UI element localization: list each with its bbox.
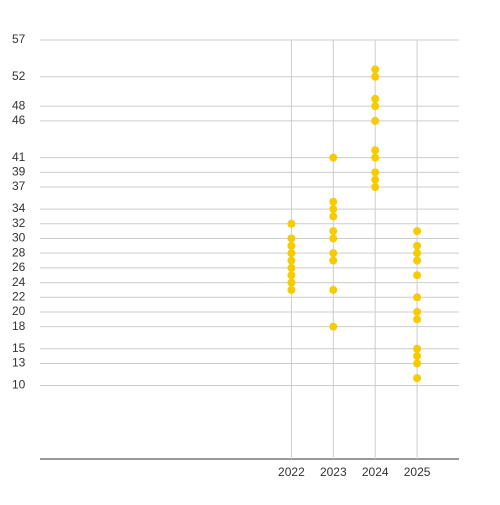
x-tick-label: 2025 — [404, 465, 431, 479]
point — [287, 285, 296, 294]
point — [329, 256, 338, 265]
y-tick-label: 37 — [12, 179, 26, 193]
point — [371, 168, 380, 177]
x-tick-label: 2024 — [362, 465, 389, 479]
point — [329, 234, 338, 243]
point — [413, 359, 422, 368]
point — [287, 249, 296, 258]
point — [413, 315, 422, 324]
point — [413, 241, 422, 250]
point — [329, 153, 338, 162]
point — [287, 241, 296, 250]
point — [413, 293, 422, 302]
y-tick-label: 18 — [12, 319, 26, 333]
y-tick-label: 22 — [12, 289, 26, 303]
point — [371, 94, 380, 103]
point — [371, 102, 380, 111]
point — [413, 249, 422, 258]
point — [287, 219, 296, 228]
x-tick-label: 2023 — [320, 465, 347, 479]
y-tick-label: 24 — [12, 275, 26, 289]
point — [287, 278, 296, 287]
point — [329, 322, 338, 331]
y-tick-label: 32 — [12, 216, 26, 230]
y-tick-label: 57 — [12, 32, 26, 46]
point — [413, 256, 422, 265]
point — [413, 374, 422, 383]
point — [413, 227, 422, 236]
y-tick-label: 48 — [12, 98, 26, 112]
y-tick-label: 46 — [12, 113, 26, 127]
y-tick-label: 52 — [12, 69, 26, 83]
y-tick-label: 20 — [12, 304, 26, 318]
point — [287, 271, 296, 280]
point — [371, 116, 380, 125]
point — [329, 205, 338, 214]
point — [413, 271, 422, 280]
point — [413, 352, 422, 361]
y-tick-label: 10 — [12, 378, 26, 392]
point — [371, 183, 380, 192]
point — [329, 249, 338, 258]
y-tick-label: 26 — [12, 260, 26, 274]
y-tick-label: 30 — [12, 231, 26, 245]
point — [329, 285, 338, 294]
point — [329, 212, 338, 221]
y-tick-label: 13 — [12, 356, 26, 370]
point — [329, 227, 338, 236]
y-tick-label: 34 — [12, 201, 26, 215]
point — [371, 175, 380, 184]
point — [413, 307, 422, 316]
y-tick-label: 39 — [12, 164, 26, 178]
y-tick-label: 41 — [12, 150, 26, 164]
point — [371, 153, 380, 162]
point — [287, 256, 296, 265]
point — [371, 146, 380, 155]
point — [287, 263, 296, 272]
x-tick-label: 2022 — [278, 465, 305, 479]
point — [371, 72, 380, 81]
point — [413, 344, 422, 353]
point — [329, 197, 338, 206]
point — [371, 65, 380, 74]
point — [287, 234, 296, 243]
y-tick-label: 28 — [12, 245, 26, 259]
y-tick-label: 15 — [12, 341, 26, 355]
